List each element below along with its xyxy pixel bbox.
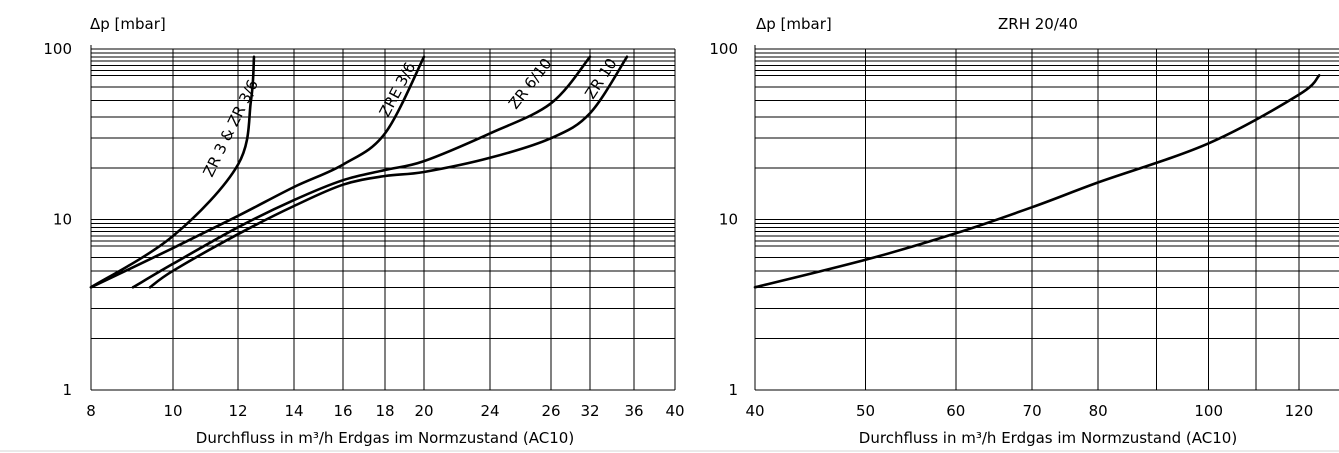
chart-2-curves [753, 74, 1321, 289]
x-tick-label: 16 [333, 402, 352, 420]
x-tick-label: 120 [1285, 402, 1314, 420]
chart-2-xlabel: Durchfluss in m³/h Erdgas im Normzustand… [859, 429, 1237, 447]
y-tick-label: 10 [719, 211, 738, 229]
chart-1-x-tick-labels: 8 10 12 14 16 18 20 24 26 32 36 40 [86, 402, 684, 420]
x-tick-label: 36 [624, 402, 643, 420]
chart-2-y-tick-labels: 1 10 100 [709, 40, 738, 399]
y-tick-label: 10 [53, 211, 72, 229]
curve-label: ZR 3 & ZR 3/6 [199, 77, 262, 180]
chart-2-title: ZRH 20/40 [998, 15, 1078, 33]
series-curve-1 [753, 74, 1321, 289]
chart-2-ylabel: Δp [mbar] [756, 15, 832, 33]
series-curve-4 [148, 55, 629, 289]
chart-1-xlabel: Durchfluss in m³/h Erdgas im Normzustand… [196, 429, 574, 447]
chart-1-grid [90, 45, 676, 391]
chart-1-ylabel: Δp [mbar] [90, 15, 166, 33]
x-tick-label: 40 [745, 402, 764, 420]
x-tick-label: 8 [86, 402, 96, 420]
x-tick-label: 50 [856, 402, 875, 420]
chart-1-y-tick-labels: 1 10 100 [43, 40, 72, 399]
x-tick-label: 20 [414, 402, 433, 420]
chart-1: Δp [mbar] 8 10 12 14 16 18 20 24 26 32 36 40 1 10 100… [43, 15, 684, 447]
y-tick-label: 1 [62, 381, 72, 399]
chart-1-curves [89, 55, 629, 289]
x-tick-label: 14 [284, 402, 303, 420]
x-tick-label: 24 [480, 402, 499, 420]
x-tick-label: 60 [946, 402, 965, 420]
series-curve-2 [89, 55, 426, 289]
x-tick-label: 80 [1089, 402, 1108, 420]
x-tick-label: 26 [541, 402, 560, 420]
chart-2-x-tick-labels: 40 50 60 70 80 100 120 [745, 402, 1313, 420]
x-tick-label: 10 [163, 402, 182, 420]
x-tick-label: 18 [375, 402, 394, 420]
x-tick-label: 32 [580, 402, 599, 420]
series-curve-1 [89, 55, 256, 289]
x-tick-label: 100 [1194, 402, 1223, 420]
y-tick-label: 1 [728, 381, 738, 399]
series-curve-3 [131, 55, 592, 289]
y-tick-label: 100 [709, 40, 738, 58]
x-tick-label: 40 [665, 402, 684, 420]
chart-2-grid [754, 45, 1339, 391]
x-tick-label: 70 [1023, 402, 1042, 420]
y-tick-label: 100 [43, 40, 72, 58]
curve-label: ZR 6/10 [505, 55, 556, 113]
x-tick-label: 12 [228, 402, 247, 420]
chart-2: Δp [mbar] ZRH 20/40 40 50 60 70 80 100 120 1 10… [709, 15, 1339, 447]
